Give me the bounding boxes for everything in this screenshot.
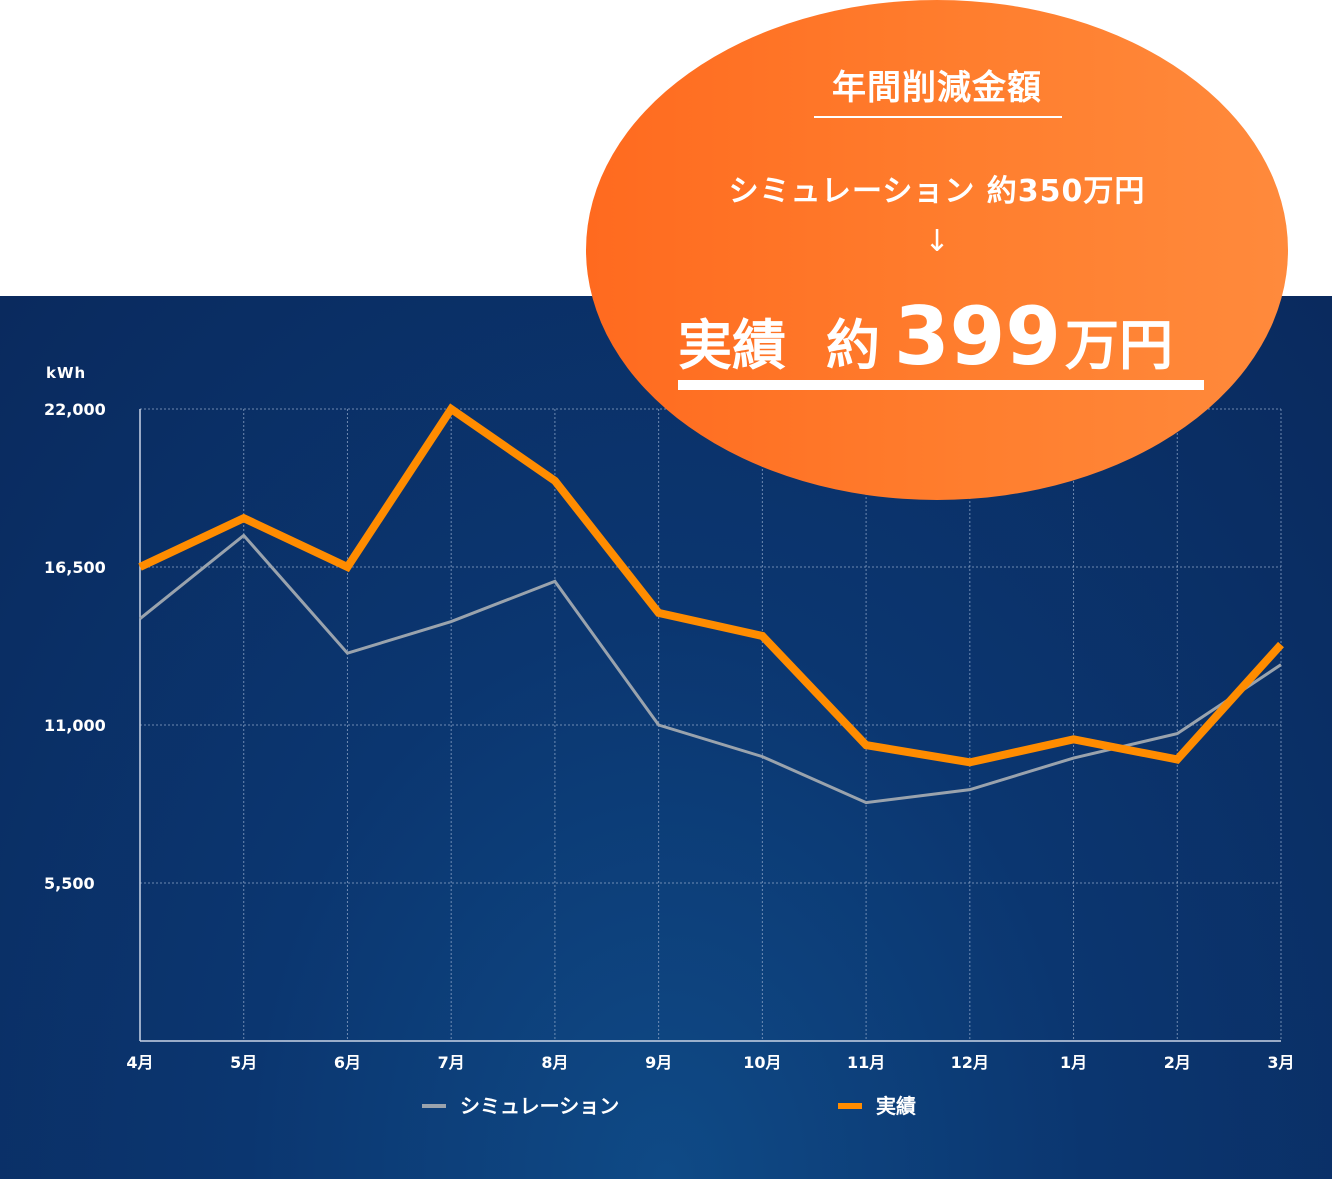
x-tick-label: 7月: [438, 1053, 465, 1072]
x-tick-label: 9月: [645, 1053, 672, 1072]
legend: シミュレーション 実績: [422, 1094, 916, 1118]
legend-label: シミュレーション: [460, 1094, 619, 1118]
down-arrow-icon: ↓: [924, 224, 950, 259]
x-tick-label: 2月: [1164, 1053, 1191, 1072]
simulation-line: [139, 533, 1282, 805]
result-number: 399: [894, 290, 1061, 383]
line-chart: kWh 22,000 16,500 11,000 5,500 4月 5月 6月 7月 8月 9月 1…: [44, 364, 1295, 1118]
tick-labels: 22,000 16,500 11,000 5,500 4月 5月 6月 7月 8月 9月 10月 11…: [44, 400, 1295, 1072]
x-tick-label: 4月: [126, 1053, 153, 1072]
x-tick-label: 11月: [847, 1053, 885, 1072]
y-unit-label: kWh: [46, 364, 86, 382]
y-tick-label: 11,000: [44, 716, 106, 735]
result-amount: 実績約 399万円: [678, 290, 1173, 383]
x-tick-label: 12月: [951, 1053, 989, 1072]
actual-line: [138, 403, 1284, 767]
axes: [139, 409, 1281, 1042]
y-tick-label: 22,000: [44, 400, 106, 419]
savings-bubble: 年間削減金額 シミュレーション 約350万円 ↓ 実績約 399万円: [586, 0, 1288, 500]
x-tick-label: 8月: [541, 1053, 568, 1072]
x-tick-label: 6月: [334, 1053, 361, 1072]
series-lines: [138, 403, 1284, 805]
legend-label: 実績: [876, 1094, 916, 1118]
y-tick-label: 16,500: [44, 558, 106, 577]
result-about: 約: [826, 314, 880, 377]
simulation-amount: シミュレーション 約350万円: [728, 174, 1146, 209]
result-underline: [678, 380, 1204, 390]
title-underline: [814, 116, 1062, 118]
result-unit: 万円: [1065, 314, 1173, 377]
x-tick-label: 5月: [230, 1053, 257, 1072]
grid: [140, 408, 1282, 1041]
savings-title: 年間削減金額: [832, 68, 1042, 108]
y-tick-label: 5,500: [44, 874, 95, 893]
x-tick-label: 10月: [743, 1053, 781, 1072]
result-label: 実績: [678, 314, 786, 377]
x-tick-label: 1月: [1060, 1053, 1087, 1072]
x-tick-label: 3月: [1267, 1053, 1294, 1072]
